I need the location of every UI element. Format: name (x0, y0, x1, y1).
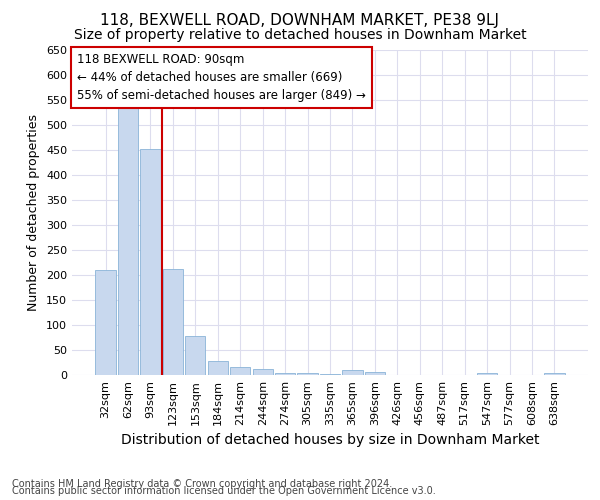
Bar (387, 374, 407, 375)
Bar (365, 372, 385, 375)
Bar (163, 269, 183, 375)
X-axis label: Distribution of detached houses by size in Downham Market: Distribution of detached houses by size … (121, 434, 539, 448)
Bar (118, 108, 138, 375)
Bar (499, 374, 520, 375)
Text: Size of property relative to detached houses in Downham Market: Size of property relative to detached ho… (74, 28, 526, 42)
Y-axis label: Number of detached properties: Number of detached properties (28, 114, 40, 311)
Bar (208, 361, 228, 375)
Text: Contains public sector information licensed under the Open Government Licence v3: Contains public sector information licen… (12, 486, 436, 496)
Bar (230, 366, 250, 375)
Bar (298, 373, 317, 375)
Bar (95, 270, 116, 375)
Bar (185, 336, 205, 375)
Bar (253, 368, 273, 375)
Bar (343, 370, 362, 375)
Bar (477, 372, 497, 375)
Bar (140, 148, 161, 375)
Text: 118 BEXWELL ROAD: 90sqm
← 44% of detached houses are smaller (669)
55% of semi-d: 118 BEXWELL ROAD: 90sqm ← 44% of detache… (77, 53, 366, 102)
Bar (544, 372, 565, 375)
Text: 118, BEXWELL ROAD, DOWNHAM MARKET, PE38 9LJ: 118, BEXWELL ROAD, DOWNHAM MARKET, PE38 … (101, 12, 499, 28)
Bar (432, 374, 452, 375)
Bar (455, 374, 475, 375)
Text: Contains HM Land Registry data © Crown copyright and database right 2024.: Contains HM Land Registry data © Crown c… (12, 479, 392, 489)
Bar (320, 374, 340, 375)
Bar (275, 372, 295, 375)
Bar (522, 374, 542, 375)
Bar (410, 374, 430, 375)
